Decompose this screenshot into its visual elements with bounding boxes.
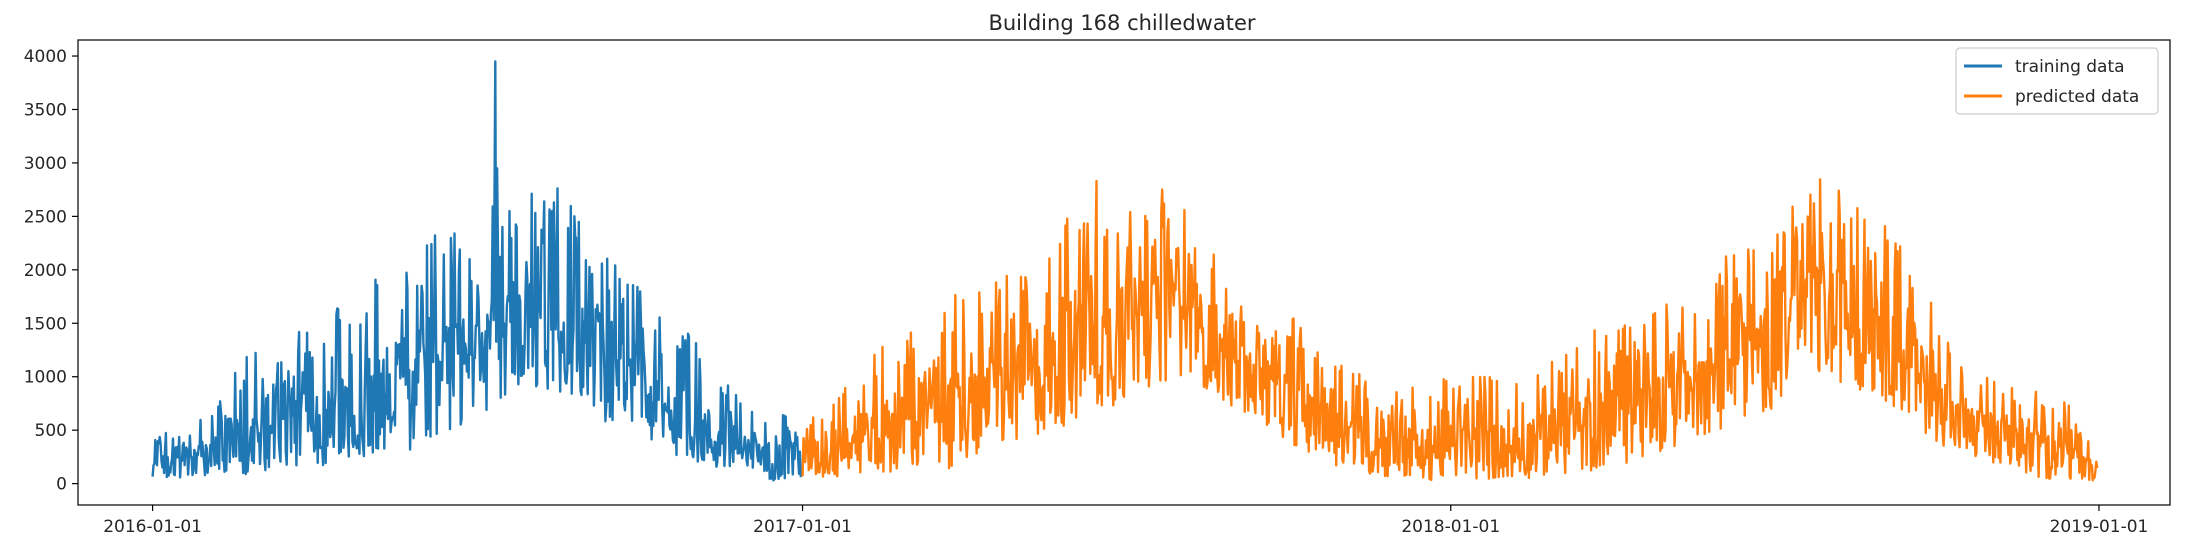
plot-frame	[77, 39, 2171, 506]
legend-label-predicted: predicted data	[2015, 87, 2139, 107]
x-tick-label: 2017-01-01	[753, 517, 852, 537]
y-axis: 0 500 1000 1500 2000 2500 3000 3500 4000	[24, 47, 78, 495]
y-tick-label: 0	[56, 475, 67, 495]
chart-title: Building 168 chilledwater	[988, 11, 1255, 35]
x-tick-label: 2018-01-01	[1401, 517, 1500, 537]
x-tick-label: 2019-01-01	[2050, 517, 2149, 537]
y-tick-label: 2000	[24, 261, 67, 281]
y-tick-label: 3000	[24, 154, 67, 174]
x-tick-label: 2016-01-01	[103, 517, 202, 537]
y-tick-label: 2500	[24, 207, 67, 227]
y-tick-label: 1000	[24, 368, 67, 388]
y-tick-label: 1500	[24, 314, 67, 334]
x-axis: 2016-01-01 2017-01-01 2018-01-01 2019-01-01	[103, 505, 2148, 537]
legend: training data predicted data	[1955, 47, 2159, 115]
series-line-predicted	[801, 178, 2099, 482]
legend-box	[1955, 47, 2159, 115]
y-tick-label: 4000	[24, 47, 67, 67]
legend-label-training: training data	[2015, 57, 2125, 77]
y-tick-label: 500	[35, 421, 67, 441]
series-layer	[151, 60, 2099, 482]
series-line-training	[151, 60, 802, 482]
y-tick-label: 3500	[24, 100, 67, 120]
